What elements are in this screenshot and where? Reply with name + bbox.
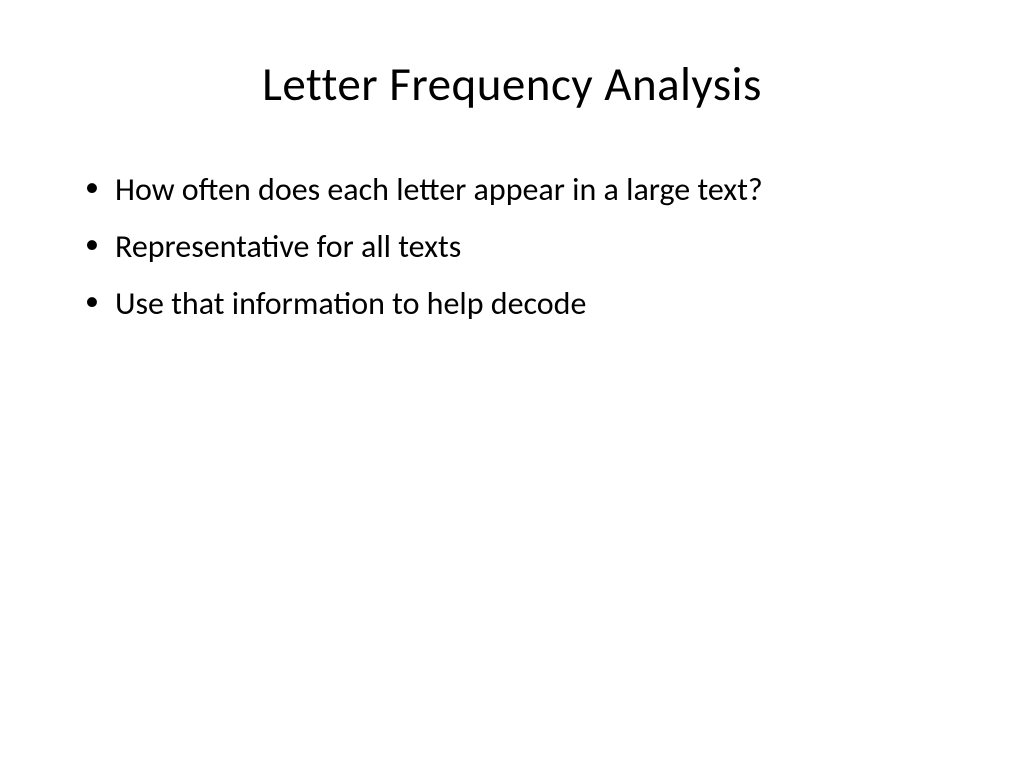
slide-container: Letter Frequency Analysis How often does… (0, 0, 1024, 768)
slide-title: Letter Frequency Analysis (75, 55, 949, 113)
bullet-item: Representative for all texts (115, 225, 949, 268)
bullet-item: Use that information to help decode (115, 282, 949, 325)
bullet-list: How often does each letter appear in a l… (75, 168, 949, 326)
bullet-item: How often does each letter appear in a l… (115, 168, 949, 211)
